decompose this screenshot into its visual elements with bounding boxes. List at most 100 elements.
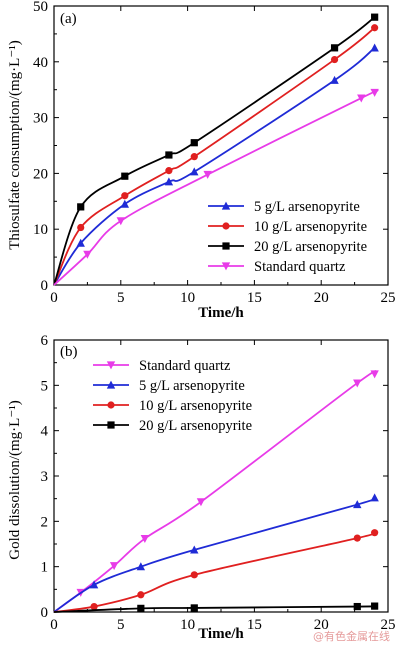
x-tick-label: 15 xyxy=(247,617,262,633)
y-tick-label: 3 xyxy=(41,469,49,485)
data-point xyxy=(353,379,362,388)
legend-label: Standard quartz xyxy=(139,358,231,374)
y-axis-title: Thiosulfate consumption/(mg·L⁻¹) xyxy=(7,40,23,249)
legend-label: 10 g/L arsenopyrite xyxy=(139,398,252,414)
series-5-g-l-arsenopyrite xyxy=(53,493,379,613)
series-10-g-l-arsenopyrite xyxy=(53,529,379,613)
data-point xyxy=(371,24,379,32)
chart-panel-b: 0 5 10 15 20 25 0 1 2 3 4 5 6 Time/h Gold dissolution/… xyxy=(7,333,396,642)
data-point xyxy=(190,545,199,554)
y-tick-label: 5 xyxy=(41,378,49,394)
series-10-g-l-arsenopyrite xyxy=(53,24,379,286)
x-tick-label: 10 xyxy=(180,290,195,306)
data-point xyxy=(370,88,379,97)
chart-panel-a: 0 5 10 15 20 25 0 10 20 30 40 50 Time/h Thiosulfate c… xyxy=(7,0,396,321)
y-tick-label: 1 xyxy=(41,560,49,576)
x-tick-label: 0 xyxy=(50,617,58,633)
legend-marker xyxy=(222,222,230,230)
x-tick-label: 5 xyxy=(117,290,125,306)
data-point xyxy=(137,591,145,599)
data-point xyxy=(370,493,379,502)
x-tick-label: 25 xyxy=(381,617,396,633)
legend-marker xyxy=(106,361,116,370)
x-tick-label: 10 xyxy=(180,617,195,633)
y-tick-label: 20 xyxy=(33,166,48,182)
y-tick-label: 4 xyxy=(41,424,49,440)
legend-marker xyxy=(221,201,231,210)
data-point xyxy=(371,13,379,21)
x-axis-title: Time/h xyxy=(198,626,244,642)
series-20-g-l-arsenopyrite xyxy=(53,602,379,613)
data-point xyxy=(370,43,379,52)
y-tick-label: 10 xyxy=(33,222,48,238)
y-tick-label: 2 xyxy=(41,514,49,530)
data-point xyxy=(190,571,198,579)
data-point xyxy=(190,139,198,147)
data-point xyxy=(164,177,174,186)
data-point xyxy=(165,151,173,159)
legend-label: 20 g/L arsenopyrite xyxy=(139,418,252,434)
panel-label: (a) xyxy=(60,11,77,27)
data-point xyxy=(330,55,339,64)
data-point xyxy=(353,500,362,509)
y-tick-label: 0 xyxy=(41,278,49,294)
data-point xyxy=(121,172,129,180)
data-point xyxy=(120,199,130,208)
legend-marker xyxy=(222,242,230,250)
data-point xyxy=(371,529,379,537)
y-tick-label: 6 xyxy=(41,333,49,349)
data-point xyxy=(370,370,379,379)
data-point xyxy=(353,602,361,611)
x-axis-title: Time/h xyxy=(198,305,244,321)
legend-marker xyxy=(107,421,115,429)
data-point xyxy=(330,44,339,52)
data-point xyxy=(90,602,98,611)
data-point xyxy=(77,203,85,211)
legend-label: 5 g/L arsenopyrite xyxy=(254,199,360,215)
data-point xyxy=(371,602,379,610)
data-point xyxy=(109,562,119,571)
data-point xyxy=(353,534,361,542)
x-tick-label: 20 xyxy=(314,290,329,306)
data-point xyxy=(357,94,366,103)
data-point xyxy=(83,250,92,259)
legend-marker xyxy=(221,262,231,271)
watermark: @有色金属在线 xyxy=(313,630,390,643)
legend-label: 20 g/L arsenopyrite xyxy=(254,239,367,255)
data-point xyxy=(116,217,125,226)
data-point xyxy=(165,167,173,175)
panel-label: (b) xyxy=(60,344,78,360)
series-20-g-l-arsenopyrite xyxy=(53,13,379,286)
series-line xyxy=(53,496,378,613)
y-tick-label: 50 xyxy=(33,0,48,15)
data-point xyxy=(190,167,199,176)
y-axis-title: Gold dissolution/(mg·L⁻¹) xyxy=(7,400,23,560)
x-tick-label: 25 xyxy=(381,290,396,306)
legend: 5 g/L arsenopyrite 10 g/L arsenopyrite 20 … xyxy=(208,199,367,275)
data-point xyxy=(136,562,146,571)
legend-label: 5 g/L arsenopyrite xyxy=(139,378,245,394)
x-tick-label: 15 xyxy=(247,290,262,306)
legend-marker xyxy=(106,380,116,389)
data-point xyxy=(140,534,150,543)
series-line xyxy=(53,605,378,613)
data-point xyxy=(196,498,206,507)
x-tick-label: 20 xyxy=(314,617,329,633)
data-point xyxy=(77,223,85,232)
legend-label: Standard quartz xyxy=(254,259,346,275)
data-point xyxy=(137,604,145,612)
y-tick-label: 0 xyxy=(41,605,49,621)
y-tick-label: 40 xyxy=(33,55,48,71)
legend: Standard quartz 5 g/L arsenopyrite 10 g/L … xyxy=(93,358,252,434)
data-point xyxy=(89,580,99,589)
x-tick-label: 0 xyxy=(50,290,58,306)
data-point xyxy=(190,153,198,161)
data-point xyxy=(76,238,85,247)
data-point xyxy=(203,170,212,179)
data-point xyxy=(121,192,129,200)
x-tick-label: 5 xyxy=(117,617,125,633)
legend-label: 10 g/L arsenopyrite xyxy=(254,219,367,235)
legend-marker xyxy=(107,401,115,409)
y-tick-label: 30 xyxy=(33,111,48,127)
